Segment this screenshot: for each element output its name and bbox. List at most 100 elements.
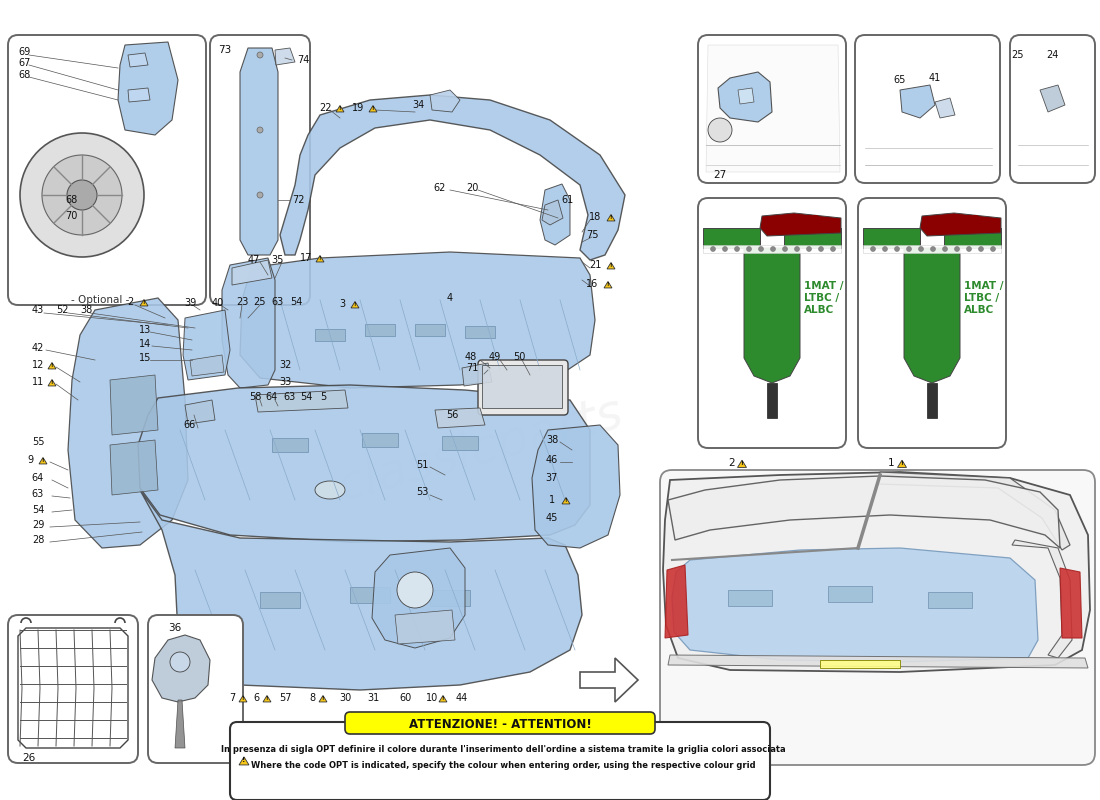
Text: 42: 42 bbox=[32, 343, 44, 353]
Text: 63: 63 bbox=[32, 489, 44, 499]
Text: 35: 35 bbox=[272, 255, 284, 265]
Circle shape bbox=[257, 192, 263, 198]
Text: 46: 46 bbox=[546, 455, 558, 465]
FancyBboxPatch shape bbox=[855, 35, 1000, 183]
Polygon shape bbox=[316, 255, 324, 262]
Polygon shape bbox=[239, 695, 248, 702]
Polygon shape bbox=[663, 472, 1090, 672]
FancyBboxPatch shape bbox=[230, 722, 770, 800]
Polygon shape bbox=[760, 213, 842, 236]
Text: 28: 28 bbox=[32, 535, 44, 545]
Polygon shape bbox=[738, 88, 754, 104]
FancyBboxPatch shape bbox=[210, 35, 310, 305]
Polygon shape bbox=[185, 400, 214, 424]
Circle shape bbox=[931, 246, 935, 251]
Circle shape bbox=[42, 155, 122, 235]
Circle shape bbox=[830, 246, 836, 251]
Circle shape bbox=[794, 246, 800, 251]
Text: !: ! bbox=[609, 215, 613, 220]
Circle shape bbox=[955, 246, 959, 251]
Text: 1MAT /
LTBC /
ALBC: 1MAT / LTBC / ALBC bbox=[804, 282, 844, 314]
Polygon shape bbox=[540, 184, 570, 245]
Polygon shape bbox=[430, 590, 470, 606]
Polygon shape bbox=[260, 592, 300, 608]
Text: 14: 14 bbox=[139, 339, 151, 349]
Text: INTP: INTP bbox=[952, 215, 979, 225]
Circle shape bbox=[257, 127, 263, 133]
Circle shape bbox=[818, 246, 824, 251]
FancyBboxPatch shape bbox=[1010, 35, 1094, 183]
Polygon shape bbox=[395, 610, 455, 644]
Polygon shape bbox=[562, 498, 570, 504]
Text: 15: 15 bbox=[139, 353, 151, 363]
Polygon shape bbox=[152, 635, 210, 702]
Polygon shape bbox=[110, 440, 158, 495]
Text: - Optional -: - Optional - bbox=[70, 295, 129, 305]
Text: 11: 11 bbox=[32, 377, 44, 387]
Circle shape bbox=[967, 246, 971, 251]
Polygon shape bbox=[703, 245, 842, 253]
Text: 41: 41 bbox=[928, 73, 942, 83]
Text: !: ! bbox=[321, 696, 324, 701]
Text: 17: 17 bbox=[300, 253, 312, 263]
Text: INTP: INTP bbox=[792, 215, 820, 225]
Text: 69: 69 bbox=[18, 47, 31, 57]
Polygon shape bbox=[263, 695, 271, 702]
Circle shape bbox=[759, 246, 763, 251]
Polygon shape bbox=[465, 326, 495, 338]
Polygon shape bbox=[672, 548, 1038, 662]
Text: 71: 71 bbox=[465, 363, 478, 373]
Text: 25: 25 bbox=[1012, 50, 1024, 60]
Text: 54: 54 bbox=[300, 392, 312, 402]
Polygon shape bbox=[275, 48, 295, 65]
Polygon shape bbox=[668, 655, 1088, 668]
Polygon shape bbox=[315, 329, 345, 341]
Text: 43: 43 bbox=[32, 305, 44, 315]
Circle shape bbox=[67, 180, 97, 210]
Ellipse shape bbox=[315, 481, 345, 499]
Text: !: ! bbox=[564, 498, 568, 503]
Polygon shape bbox=[280, 95, 625, 260]
Polygon shape bbox=[828, 586, 872, 602]
Polygon shape bbox=[864, 245, 1001, 253]
Text: 57: 57 bbox=[278, 693, 292, 703]
Text: 62: 62 bbox=[433, 183, 447, 193]
Text: 75: 75 bbox=[585, 230, 598, 240]
Polygon shape bbox=[118, 42, 178, 135]
Text: 58: 58 bbox=[249, 392, 261, 402]
Text: !: ! bbox=[266, 696, 268, 701]
Text: 1: 1 bbox=[549, 495, 556, 505]
Text: 68: 68 bbox=[65, 195, 77, 205]
Circle shape bbox=[806, 246, 812, 251]
FancyBboxPatch shape bbox=[8, 615, 137, 763]
Text: 47: 47 bbox=[248, 255, 261, 265]
Polygon shape bbox=[255, 390, 348, 412]
Text: 53: 53 bbox=[416, 487, 428, 497]
Circle shape bbox=[770, 246, 776, 251]
Text: 63: 63 bbox=[272, 297, 284, 307]
Polygon shape bbox=[462, 363, 492, 386]
Circle shape bbox=[20, 133, 144, 257]
Text: 61: 61 bbox=[562, 195, 574, 205]
Text: 21: 21 bbox=[588, 260, 602, 270]
Polygon shape bbox=[272, 438, 308, 452]
Circle shape bbox=[906, 246, 912, 251]
Polygon shape bbox=[666, 565, 688, 638]
Text: 70: 70 bbox=[65, 211, 77, 221]
Text: !: ! bbox=[42, 458, 44, 463]
Text: !: ! bbox=[901, 461, 903, 466]
Text: 54: 54 bbox=[32, 505, 44, 515]
Polygon shape bbox=[39, 458, 47, 464]
Circle shape bbox=[990, 246, 996, 251]
Text: 16: 16 bbox=[586, 279, 598, 289]
Text: 60: 60 bbox=[399, 693, 411, 703]
Text: 4: 4 bbox=[447, 293, 453, 303]
Circle shape bbox=[979, 246, 983, 251]
Text: !: ! bbox=[242, 696, 244, 701]
FancyBboxPatch shape bbox=[478, 360, 568, 415]
Polygon shape bbox=[442, 436, 478, 450]
Text: 38: 38 bbox=[546, 435, 558, 445]
Text: 12: 12 bbox=[32, 360, 44, 370]
Polygon shape bbox=[222, 258, 275, 388]
Polygon shape bbox=[482, 365, 562, 408]
